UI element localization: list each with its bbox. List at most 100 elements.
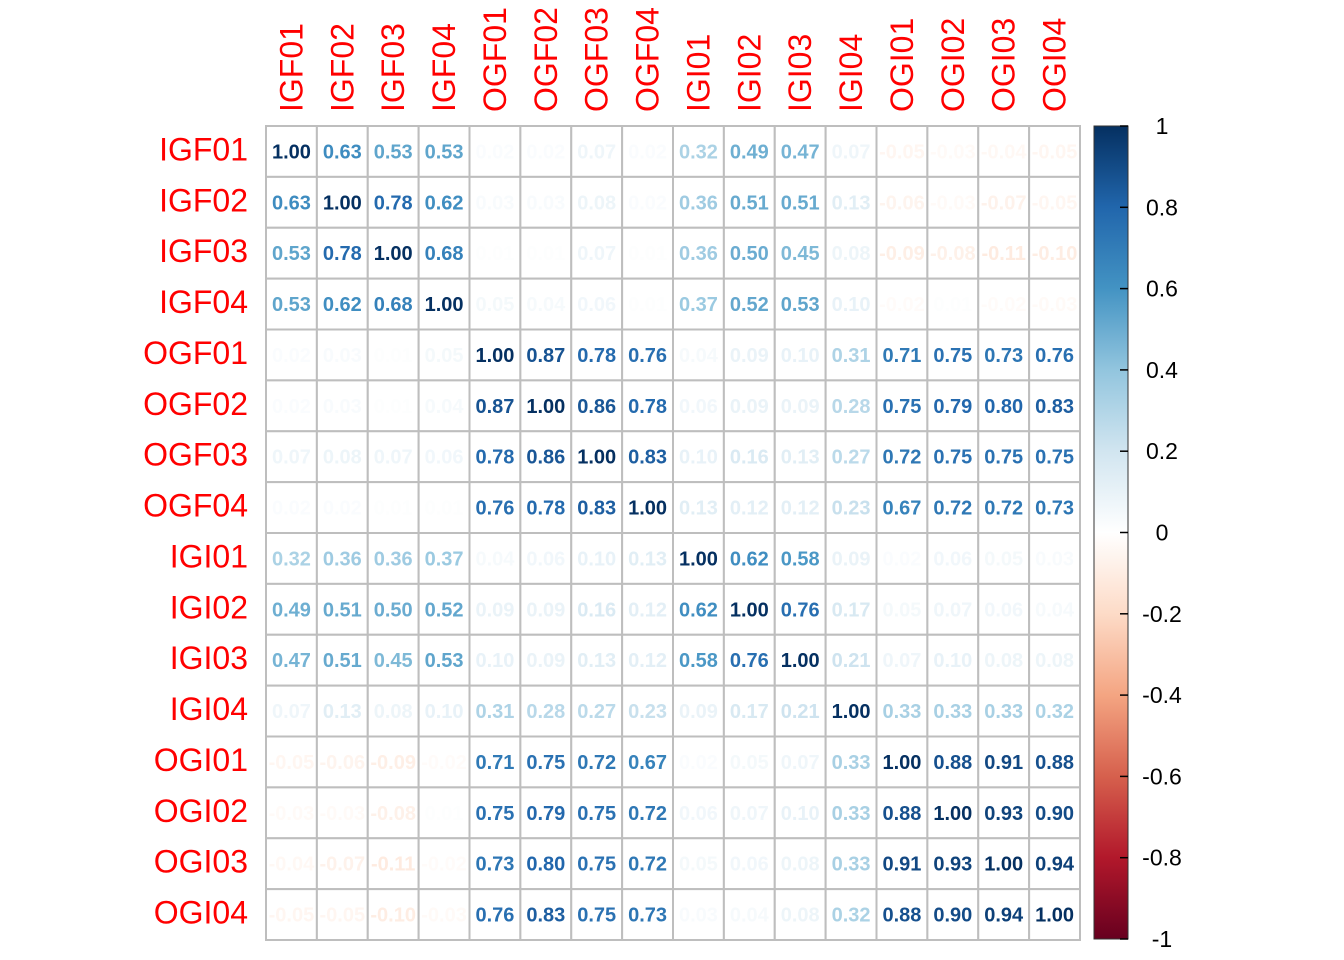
cell-value: 0.68	[425, 243, 464, 265]
cell-value: 0.07	[577, 141, 616, 163]
cell-value: 0.03	[526, 192, 565, 214]
heatmap-cell	[621, 837, 674, 891]
cell-value: 0.36	[679, 192, 718, 214]
column-label: IGI02	[731, 34, 767, 112]
cell-value: 0.03	[679, 905, 718, 927]
cell-value: 0.45	[374, 650, 413, 672]
cell-value: 0.58	[679, 650, 718, 672]
heatmap-cell	[875, 175, 929, 229]
heatmap-cell	[468, 837, 522, 891]
heatmap-cell	[570, 430, 624, 484]
cell-value: 0.47	[781, 141, 820, 163]
cell-value: 0.36	[679, 243, 718, 265]
heatmap-cell	[1028, 735, 1081, 789]
cell-value: 0.51	[323, 599, 362, 621]
cell-value: 0.05	[882, 599, 921, 621]
heatmap-cell	[315, 786, 369, 840]
cell-value: 1.00	[526, 396, 565, 418]
cell-value: 0.08	[374, 701, 413, 723]
cell-value: -0.03	[930, 192, 976, 214]
column-label: IGF02	[324, 23, 360, 112]
cell-value: 0.75	[577, 905, 616, 927]
cell-value: 0.71	[475, 752, 514, 774]
cell-value: 0.07	[933, 599, 972, 621]
heatmap-cell	[621, 277, 674, 331]
heatmap-cell	[468, 582, 522, 636]
heatmap-cell	[722, 481, 776, 534]
cell-value: 1.00	[832, 701, 871, 723]
heatmap-cell	[824, 888, 878, 941]
cell-value: 0.23	[628, 701, 667, 723]
cell-value: 0.05	[475, 294, 514, 316]
cell-value: -0.05	[269, 905, 315, 927]
cell-value: 0.12	[628, 599, 667, 621]
cell-value: -0.02	[421, 752, 467, 774]
cell-value: 0.05	[984, 548, 1023, 570]
cell-value: 0.09	[526, 650, 565, 672]
heatmap-cell	[366, 582, 420, 636]
heatmap-cell	[926, 481, 980, 534]
heatmap-cell	[773, 837, 827, 891]
heatmap-cell	[366, 328, 420, 382]
heatmap-cell	[265, 837, 318, 891]
cell-value: 0.49	[272, 599, 311, 621]
legend-ticks: 1 0.8 0.6 0.4 0.2 0 -0.2 -0.4 -0.6 -0.8 -1	[1120, 113, 1182, 952]
cell-value: 0.03	[323, 345, 362, 367]
cell-value: -0.04	[981, 141, 1027, 163]
cell-value: 1.00	[425, 294, 464, 316]
cell-value: 0.68	[374, 294, 413, 316]
cell-value: 0.27	[832, 447, 871, 469]
cell-value: 0.33	[882, 701, 921, 723]
cell-value: 0.16	[730, 447, 769, 469]
cell-value: 0.28	[526, 701, 565, 723]
cell-value: 0.36	[374, 548, 413, 570]
row-label: IGI02	[170, 589, 248, 625]
cell-value: 0.04	[475, 548, 515, 570]
cell-value: -0.06	[320, 752, 366, 774]
legend-tick-label: -1	[1152, 926, 1172, 952]
cell-value: 0.06	[577, 294, 616, 316]
color-legend: 1 0.8 0.6 0.4 0.2 0 -0.2 -0.4 -0.6 -0.8 -1	[1093, 113, 1182, 952]
cell-value: 0.06	[730, 854, 769, 876]
cell-value: 0.62	[425, 192, 464, 214]
cell-value: 0.32	[679, 141, 718, 163]
cell-value: 0.07	[272, 701, 311, 723]
cell-value: 0.75	[933, 447, 972, 469]
cell-value: 0.07	[577, 243, 616, 265]
cell-value: 0.13	[832, 192, 871, 214]
heatmap-cell	[926, 735, 980, 789]
cell-value: 0.16	[577, 599, 616, 621]
heatmap-cell	[977, 175, 1031, 229]
cell-value: 0.33	[832, 752, 871, 774]
heatmap-cell	[926, 532, 980, 585]
cell-value: 0.37	[679, 294, 718, 316]
heatmap-cell	[1028, 125, 1081, 178]
heatmap-cell	[519, 582, 573, 636]
cell-value: 0.09	[475, 599, 514, 621]
cell-value: 0.86	[577, 396, 616, 418]
cell-value: 0.88	[1035, 752, 1074, 774]
cell-value: 0.80	[526, 854, 565, 876]
heatmap-cell	[672, 328, 725, 382]
cell-value: 1.00	[882, 752, 921, 774]
row-label: OGF01	[143, 335, 248, 371]
cell-value: 0.02	[526, 141, 565, 163]
cell-value: 0.10	[679, 447, 718, 469]
cell-value: 0.76	[730, 650, 769, 672]
cell-value: 1.00	[984, 854, 1023, 876]
heatmap-cell	[265, 633, 318, 687]
cell-value: 0.05	[679, 854, 718, 876]
heatmap-cell	[875, 837, 929, 891]
heatmap-cell	[468, 175, 522, 229]
cell-value: 0.62	[323, 294, 362, 316]
cell-value: 0.07	[374, 447, 413, 469]
heatmap-cell	[315, 735, 369, 789]
heatmap-cell	[519, 125, 573, 178]
legend-tick-label: -0.8	[1142, 845, 1182, 871]
heatmap-cell	[773, 328, 827, 382]
cell-value: 0.01	[374, 498, 413, 520]
cell-value: 0.13	[679, 498, 718, 520]
heatmap-cell	[366, 735, 420, 789]
cell-value: 0.01	[526, 243, 565, 265]
column-label: IGF04	[426, 23, 462, 112]
